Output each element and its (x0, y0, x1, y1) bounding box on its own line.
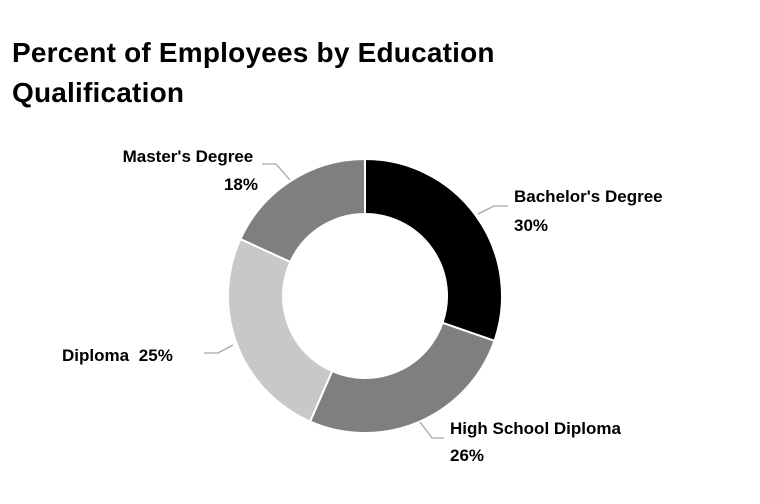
slice-label-diploma-value: 25% (139, 346, 173, 365)
slice-label-high-school-value: 26% (450, 446, 484, 465)
slices-layer (227, 157, 503, 434)
slice-label-high-school: High School Diploma 26% (450, 419, 626, 465)
slice-masters (239, 157, 366, 264)
slice-label-diploma: Diploma 25% (62, 346, 173, 365)
slice-label-bachelors-name: Bachelor's Degree (514, 187, 663, 206)
slice-label-masters: Master's Degree 18% (123, 147, 258, 194)
leader-line-high-school (419, 421, 444, 439)
chart-title: Percent of Employees by Education Qualif… (12, 37, 495, 108)
slice-label-high-school-name: High School Diploma (450, 419, 621, 438)
leader-line-bachelors (477, 205, 508, 215)
leader-line-masters (262, 163, 291, 181)
slice-label-masters-value: 18% (224, 175, 258, 194)
slice-label-bachelors-value: 30% (514, 216, 548, 235)
slice-bachelors (364, 157, 503, 343)
leader-lines-layer (204, 163, 508, 439)
leader-line-diploma (204, 344, 234, 354)
slice-diploma (227, 237, 334, 423)
slice-high-school (308, 321, 496, 434)
slice-label-masters-name: Master's Degree (123, 147, 254, 166)
slice-label-diploma-name: Diploma (62, 346, 130, 365)
slice-label-bachelors: Bachelor's Degree 30% (514, 187, 667, 235)
